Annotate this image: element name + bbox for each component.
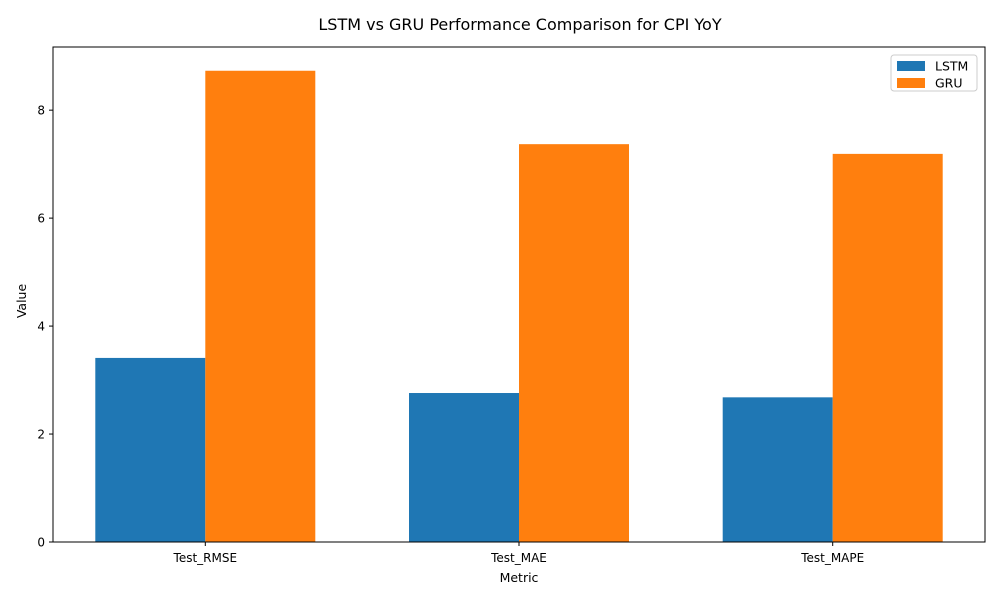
legend: LSTM GRU [890,54,978,92]
chart-title: LSTM vs GRU Performance Comparison for C… [318,15,721,34]
y-tick-label: 2 [37,427,45,441]
bar-lstm-test-rmse [95,357,206,542]
y-axis: 0 2 4 6 8 [37,103,53,549]
x-axis: Test_RMSE Test_MAE Test_MAPE [173,542,864,565]
legend-swatch-gru [897,78,925,88]
bar-gru-test-mape [832,153,943,542]
bar-gru-test-rmse [205,70,316,542]
legend-label-gru: GRU [935,76,963,91]
y-axis-label: Value [14,284,29,319]
bars-group [95,70,943,542]
legend-label-lstm: LSTM [935,59,968,74]
x-tick-label: Test_MAPE [800,551,864,565]
bar-lstm-test-mae [409,393,519,542]
y-tick-label: 4 [37,319,45,333]
legend-swatch-lstm [897,61,925,71]
bar-gru-test-mae [519,144,629,542]
x-tick-label: Test_RMSE [173,551,238,565]
y-tick-label: 6 [37,211,45,225]
x-axis-label: Metric [500,570,539,585]
bar-lstm-test-mape [722,397,833,542]
y-tick-label: 8 [37,103,45,117]
x-tick-label: Test_MAE [490,551,547,565]
y-tick-label: 0 [37,535,45,549]
